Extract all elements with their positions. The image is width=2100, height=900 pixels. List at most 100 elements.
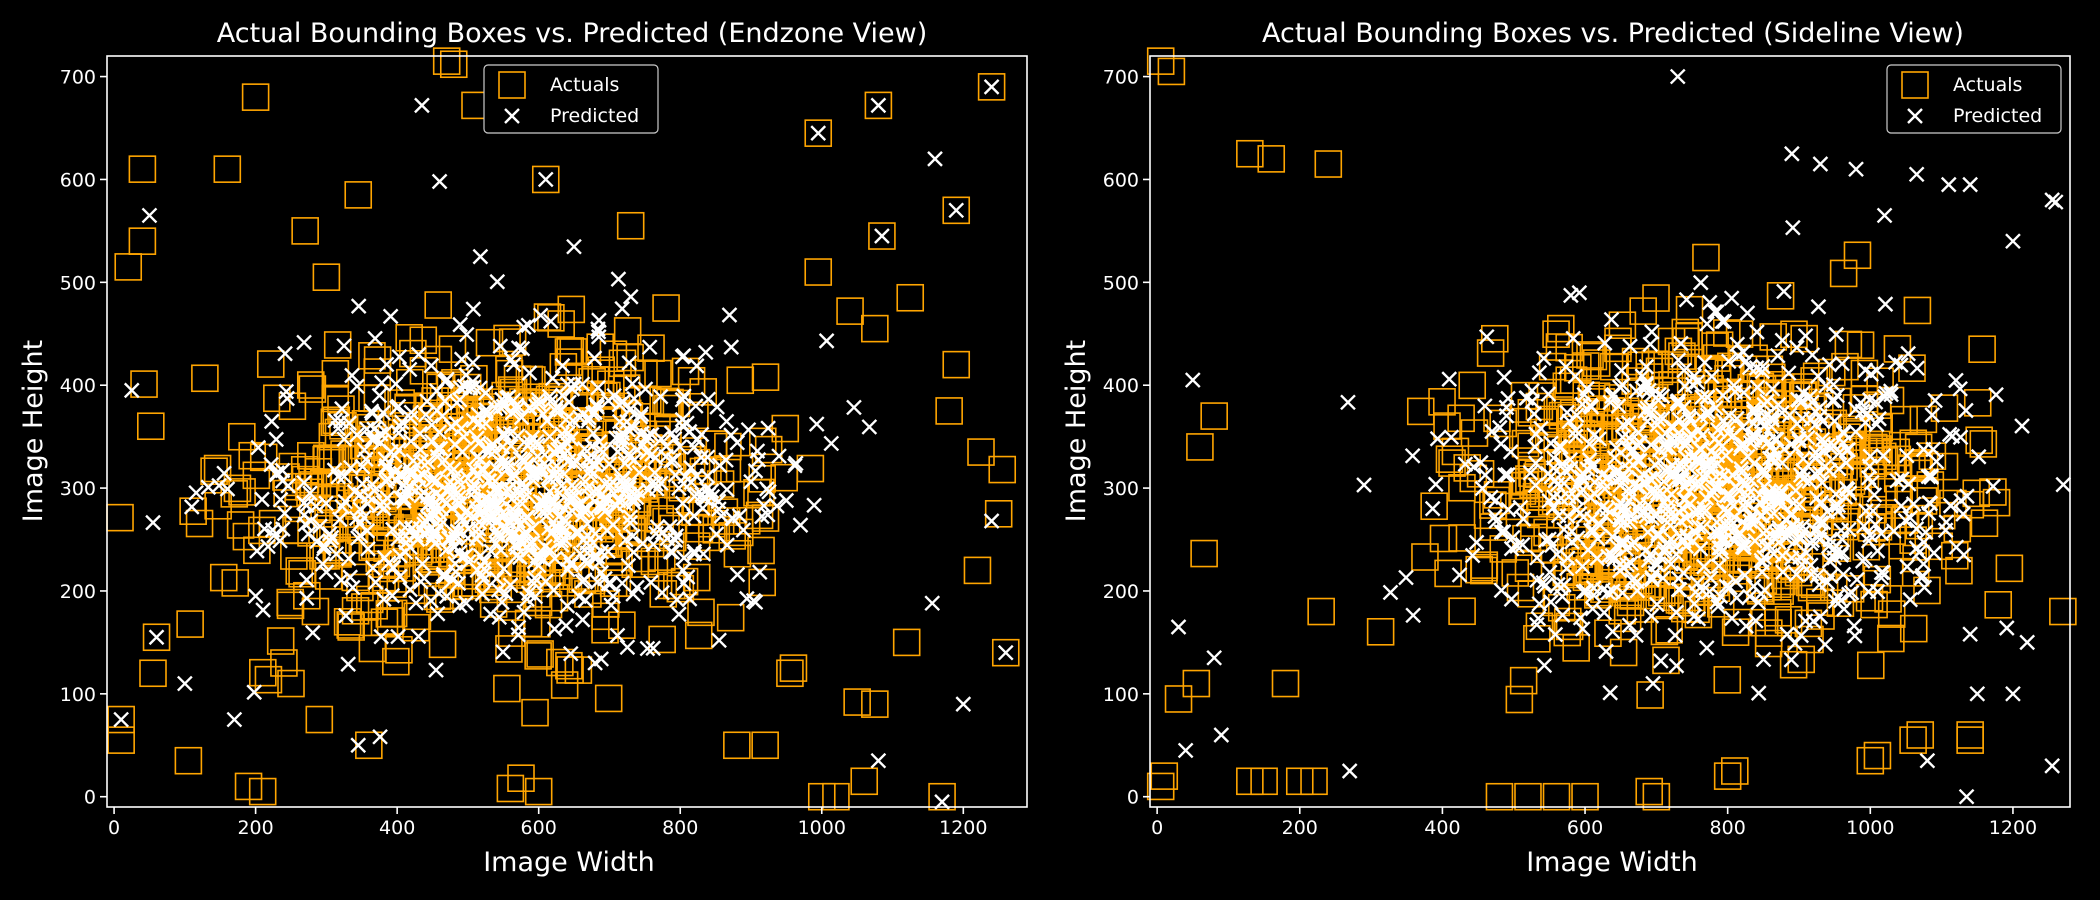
predicted-point	[818, 333, 835, 349]
predicted-point	[372, 426, 389, 442]
predicted-point	[1536, 657, 1553, 674]
predicted-point	[1723, 290, 1740, 307]
predicted-point	[520, 509, 536, 525]
predicted-point	[1592, 517, 1608, 533]
actual-point	[1787, 645, 1816, 674]
predicted-point	[1948, 372, 1964, 389]
predicted-point	[1861, 458, 1878, 475]
predicted-point	[492, 338, 509, 354]
endzone-x-tick-label: 200	[237, 817, 273, 839]
predicted-point	[537, 171, 554, 188]
actual-point	[322, 406, 351, 435]
predicted-point	[371, 411, 387, 428]
endzone-x-axis-label: Image Width	[483, 847, 655, 878]
predicted-point	[1948, 539, 1965, 556]
predicted-point	[580, 450, 597, 466]
predicted-point	[1953, 492, 1970, 509]
predicted-point	[1719, 487, 1735, 504]
actual-point	[1868, 473, 1896, 502]
predicted-point	[1849, 571, 1865, 588]
actual-point	[241, 83, 270, 111]
predicted-point	[558, 617, 574, 634]
actual-point	[1186, 433, 1214, 461]
predicted-point	[344, 367, 360, 384]
predicted-point	[328, 546, 345, 562]
predicted-point	[1424, 500, 1441, 517]
predicted-point	[1900, 476, 1917, 492]
predicted-point	[402, 410, 419, 427]
actual-point	[771, 414, 800, 443]
predicted-point	[1889, 472, 1905, 489]
predicted-point	[516, 604, 532, 621]
endzone-x-tick-label: 1200	[939, 817, 987, 839]
predicted-point	[1665, 434, 1681, 451]
predicted-point	[256, 520, 273, 537]
actual-point	[644, 359, 672, 388]
actual-point	[107, 726, 135, 754]
predicted-point	[1754, 554, 1771, 571]
predicted-point	[474, 586, 491, 602]
actual-point	[191, 364, 219, 393]
actual-point	[432, 47, 461, 75]
predicted-point	[1540, 386, 1557, 402]
actual-point	[1453, 454, 1482, 482]
predicted-point	[433, 500, 450, 517]
predicted-point	[1659, 534, 1676, 551]
predicted-point	[579, 516, 596, 532]
predicted-point	[1669, 393, 1686, 410]
predicted-point	[948, 202, 965, 219]
actual-point	[716, 603, 745, 632]
actual-point	[861, 314, 889, 343]
predicted-point	[1784, 219, 1801, 236]
predicted-point	[520, 317, 537, 334]
predicted-point	[460, 470, 476, 487]
predicted-point	[1810, 298, 1827, 315]
predicted-point	[509, 428, 526, 444]
predicted-point	[447, 436, 463, 453]
actual-point	[1609, 638, 1638, 667]
predicted-point	[348, 510, 365, 527]
predicted-point	[1840, 586, 1857, 603]
predicted-point	[1512, 499, 1529, 516]
actual-point	[1671, 318, 1700, 347]
actual-point	[248, 516, 276, 545]
endzone-x-tick-label: 800	[662, 817, 698, 839]
predicted-point	[1789, 391, 1806, 408]
predicted-point	[1813, 494, 1830, 511]
predicted-point	[528, 398, 544, 414]
predicted-point	[625, 544, 642, 561]
predicted-point	[349, 378, 365, 395]
actual-point	[249, 658, 277, 687]
predicted-point	[2005, 685, 2021, 702]
predicted-point	[1677, 437, 1694, 454]
predicted-point	[1711, 558, 1727, 574]
predicted-point	[621, 355, 638, 371]
sideline-chart: Actual Bounding Boxes vs. Predicted (Sid…	[1061, 18, 2077, 878]
predicted-point	[641, 339, 658, 356]
predicted-point	[1753, 413, 1770, 430]
predicted-point	[513, 409, 530, 426]
actual-point	[256, 350, 285, 378]
predicted-point	[2044, 758, 2061, 774]
predicted-point	[1761, 490, 1777, 507]
predicted-point	[1668, 604, 1685, 621]
predicted-point	[494, 594, 510, 611]
predicted-point	[1908, 521, 1925, 537]
actual-point	[656, 388, 684, 417]
actual-point	[1448, 597, 1476, 626]
predicted-point	[1491, 419, 1508, 436]
actual-point	[360, 592, 389, 620]
predicted-point	[1838, 480, 1855, 497]
predicted-point	[1527, 438, 1543, 455]
predicted-point	[1563, 287, 1579, 304]
predicted-point	[669, 591, 685, 608]
predicted-point	[1584, 600, 1601, 617]
predicted-point	[587, 525, 604, 542]
actual-point	[684, 621, 713, 650]
predicted-point	[687, 398, 704, 414]
predicted-point	[505, 511, 522, 527]
predicted-point	[490, 501, 507, 517]
actual-point	[942, 350, 971, 379]
predicted-point	[1427, 476, 1444, 493]
predicted-point	[1804, 532, 1821, 549]
